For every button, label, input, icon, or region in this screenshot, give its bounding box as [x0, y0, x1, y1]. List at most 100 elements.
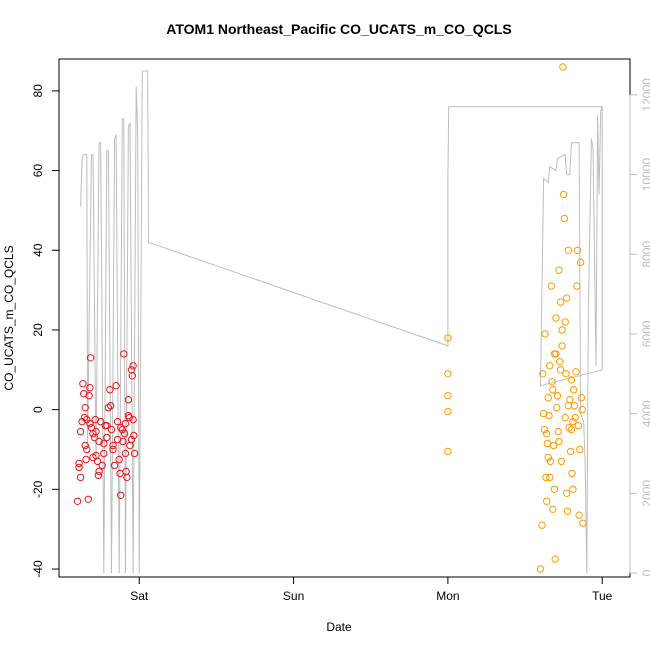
data-point-series-2 [558, 342, 566, 350]
data-point-series-1 [95, 467, 103, 476]
data-point-series-2 [444, 370, 452, 378]
data-point-series-2 [569, 417, 577, 426]
data-point-series-1 [129, 415, 137, 424]
altitude-line-layer [80, 70, 603, 574]
data-point-series-2 [569, 485, 577, 493]
data-point-series-1 [118, 425, 127, 434]
data-point-series-1 [100, 449, 108, 458]
data-point-series-2 [547, 282, 555, 290]
x-axis-label: Date [326, 620, 352, 634]
data-point-series-1 [130, 431, 138, 440]
data-point-series-2 [549, 441, 558, 450]
data-point-series-2 [557, 457, 565, 466]
data-point-series-2 [563, 507, 572, 515]
data-point-series-1 [73, 497, 82, 505]
data-point-series-1 [100, 439, 108, 448]
data-point-series-1 [127, 435, 136, 444]
data-point-series-2 [551, 555, 559, 563]
data-point-series-2 [563, 294, 571, 302]
data-point-series-1 [76, 427, 85, 436]
data-point-series-1 [75, 459, 83, 468]
chart-title: ATOM1 Northeast_Pacific CO_UCATS_m_CO_QC… [166, 21, 511, 37]
y-tick-label: 0 [31, 406, 45, 413]
data-point-series-2 [444, 407, 452, 416]
data-point-series-1 [86, 384, 94, 392]
y2-axis: 0 2000 4000 6000 8000 10000 12000 [629, 78, 650, 576]
data-point-series-1 [81, 404, 89, 412]
data-point-series-1 [109, 445, 117, 454]
y-axis: -40 -20 0 20 40 60 80 [31, 84, 60, 578]
data-point-series-2 [444, 392, 452, 400]
data-point-series-1 [75, 463, 83, 472]
data-point-series-1 [115, 455, 123, 464]
data-point-series-2 [545, 411, 553, 420]
data-point-series-2 [540, 425, 549, 434]
data-point-series-2 [549, 386, 557, 394]
data-point-series-2 [571, 413, 579, 422]
data-point-series-1 [129, 362, 137, 370]
data-point-series-1 [84, 495, 93, 503]
y2-tick-label: 10000 [640, 158, 650, 192]
x-axis: Sat Sun Mon Tue [130, 576, 613, 603]
data-point-series-2 [548, 378, 556, 386]
data-point-series-1 [103, 433, 111, 442]
data-point-series-2 [553, 404, 561, 412]
data-point-series-2 [578, 405, 586, 414]
data-point-series-2 [574, 421, 582, 430]
data-point-series-2 [555, 437, 563, 446]
altitude-line [80, 70, 603, 574]
data-point-series-1 [86, 354, 95, 362]
y-tick-label: -20 [31, 480, 45, 498]
data-point-series-1 [76, 473, 85, 482]
y-axis-label: CO_UCATS_m_CO_QCLS [2, 245, 16, 390]
data-point-series-2 [544, 453, 552, 462]
y2-tick-label: 6000 [640, 320, 650, 347]
y-tick-label: -40 [31, 560, 45, 578]
data-point-series-2 [561, 413, 569, 422]
data-point-series-2 [555, 266, 563, 274]
data-point-series-1 [123, 473, 131, 482]
data-point-series-2 [564, 246, 572, 255]
data-point-series-2 [573, 246, 582, 255]
data-point-series-1 [78, 417, 86, 426]
data-point-series-1 [92, 427, 100, 436]
data-point-series-1 [124, 396, 133, 404]
y-tick-label: 20 [31, 323, 45, 337]
data-point-series-2 [556, 358, 564, 366]
data-point-series-2 [559, 63, 567, 71]
data-point-series-2 [536, 565, 545, 573]
data-point-series-1 [109, 441, 117, 450]
y-tick-label: 40 [31, 243, 45, 257]
data-point-series-2 [573, 282, 581, 290]
data-point-series-1 [107, 402, 115, 410]
data-point-series-1 [85, 392, 93, 400]
data-point-series-2 [560, 214, 569, 223]
y2-tick-label: 4000 [640, 400, 650, 427]
data-point-series-2 [576, 445, 584, 454]
data-point-series-2 [561, 318, 569, 326]
data-point-series-2 [565, 423, 573, 432]
data-point-series-2 [563, 489, 571, 497]
y-tick-label: 80 [31, 84, 45, 98]
data-point-series-1 [121, 419, 130, 428]
data-point-series-2 [570, 402, 579, 410]
data-point-series-2 [552, 350, 560, 358]
data-point-series-1 [112, 382, 120, 390]
data-point-series-1 [107, 425, 116, 434]
data-point-series-1 [121, 449, 130, 458]
data-point-series-1 [103, 421, 111, 430]
data-point-series-2 [543, 497, 551, 505]
data-point-series-2 [568, 469, 576, 478]
data-point-series-2 [556, 298, 565, 306]
y2-tick-label: 0 [640, 569, 650, 576]
data-point-series-2 [546, 473, 554, 482]
data-point-series-1 [106, 386, 114, 394]
points-layer [73, 63, 587, 573]
data-point-series-1 [128, 372, 137, 380]
data-point-series-2 [544, 394, 552, 402]
data-point-series-1 [95, 437, 103, 446]
data-point-series-1 [120, 350, 128, 358]
data-point-series-1 [124, 411, 133, 420]
data-point-series-1 [80, 413, 89, 422]
data-point-series-2 [541, 330, 549, 338]
